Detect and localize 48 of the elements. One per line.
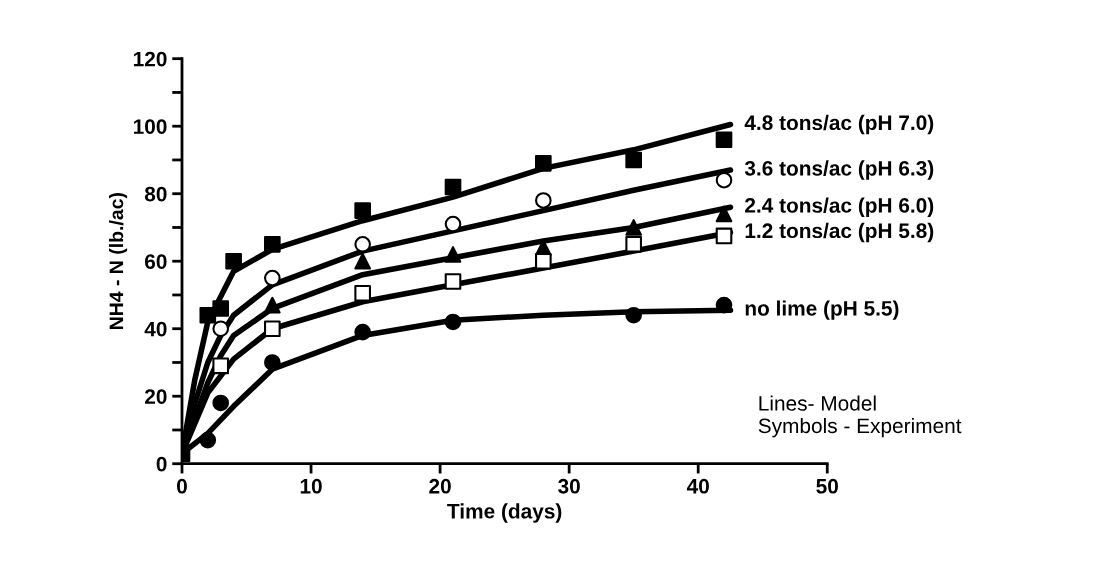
annotation: Lines- Model Symbols - Experiment xyxy=(758,395,962,438)
point xyxy=(444,313,462,331)
series-label: 3.6 tons/ac (pH 6.3) xyxy=(744,160,934,180)
point xyxy=(535,192,552,209)
x-tick-label: 20 xyxy=(429,478,451,494)
point xyxy=(715,227,733,245)
point xyxy=(444,273,462,290)
series-label: 2.4 tons/ac (pH 6.0) xyxy=(745,197,934,217)
point xyxy=(354,202,371,219)
point xyxy=(212,300,230,317)
point xyxy=(212,320,230,338)
series-label: 1.2 tons/ac (pH 5.8) xyxy=(745,222,934,243)
point xyxy=(264,354,281,371)
point xyxy=(264,296,281,314)
point xyxy=(625,306,642,324)
point xyxy=(264,320,281,338)
point xyxy=(444,178,462,196)
y-tick-label: 20 xyxy=(144,389,167,404)
x-tick-label: 0 xyxy=(177,478,187,494)
point xyxy=(625,151,642,169)
point xyxy=(354,252,371,270)
y-axis-title: NH4 - N (lb./ac) xyxy=(108,193,128,330)
point xyxy=(715,205,733,223)
y-tick-label: 60 xyxy=(145,254,167,269)
series-label: 4.8 tons/ac (pH 7.0) xyxy=(744,114,934,135)
y-tick-label: 80 xyxy=(144,186,167,202)
x-axis-title: Time (days) xyxy=(447,503,562,523)
point xyxy=(715,296,733,314)
point xyxy=(535,155,552,172)
point xyxy=(625,236,642,253)
x-tick-label: 30 xyxy=(558,478,580,494)
y-tick-label: 40 xyxy=(144,321,167,337)
x-tick-label: 50 xyxy=(816,478,838,494)
point xyxy=(225,252,242,270)
series-label: no lime (pH 5.5) xyxy=(745,300,899,320)
y-tick-label: 0 xyxy=(156,456,167,472)
point xyxy=(212,394,230,412)
x-tick-label: 40 xyxy=(686,478,709,494)
point xyxy=(264,236,281,253)
point xyxy=(212,357,230,375)
point xyxy=(199,431,217,449)
point xyxy=(444,246,462,263)
point xyxy=(354,323,371,341)
x-tick-label: 10 xyxy=(300,478,322,494)
y-tick-label: 120 xyxy=(133,51,167,67)
y-tick-label: 100 xyxy=(133,119,167,134)
point xyxy=(715,131,733,149)
point xyxy=(625,219,642,236)
